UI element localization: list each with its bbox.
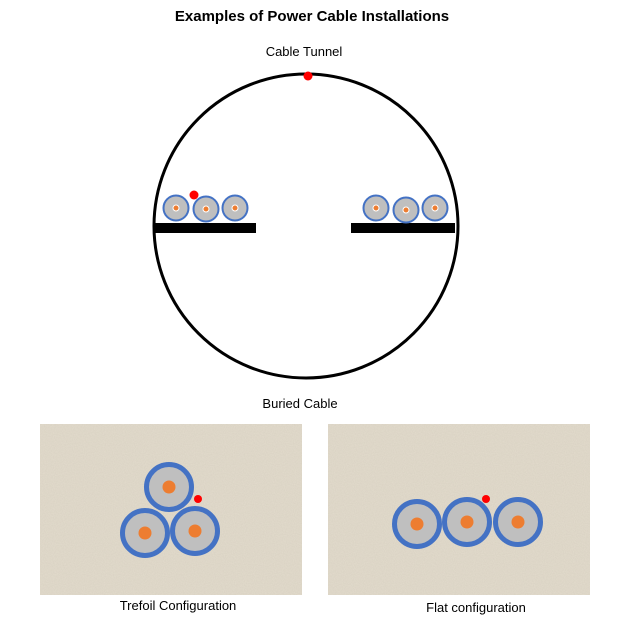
trefoil-cable — [144, 462, 194, 512]
tunnel-cable — [362, 194, 390, 222]
tunnel-cable — [421, 194, 449, 222]
trefoil-configuration-label: Trefoil Configuration — [119, 598, 237, 613]
trefoil-cable — [120, 508, 170, 558]
flat-cable — [392, 499, 442, 549]
right-cable-shelf — [351, 223, 455, 233]
tunnel-cable — [162, 194, 190, 222]
tunnel-left-cable-group — [162, 190, 249, 223]
flat-sensor-dot — [482, 495, 490, 503]
buried-cable-label: Buried Cable — [262, 396, 338, 411]
flat-cable — [442, 497, 492, 547]
tunnel-right-cable-group — [362, 194, 449, 224]
trefoil-sensor-dot — [194, 495, 202, 503]
cable-tunnel-label: Cable Tunnel — [265, 44, 343, 59]
tunnel-cable — [392, 196, 420, 224]
tunnel-cable — [192, 195, 220, 223]
tunnel-sensor-dot — [303, 71, 313, 81]
flat-panel — [328, 424, 590, 595]
diagram-title: Examples of Power Cable Installations — [174, 8, 450, 25]
trefoil-panel — [40, 424, 302, 595]
flat-configuration-label: Flat configuration — [426, 600, 526, 615]
trefoil-cable — [170, 506, 220, 556]
tunnel-cable — [221, 194, 249, 222]
left-group-sensor-dot — [189, 190, 199, 200]
flat-cable — [493, 497, 543, 547]
cable-tunnel — [152, 71, 460, 380]
left-cable-shelf — [153, 223, 256, 233]
